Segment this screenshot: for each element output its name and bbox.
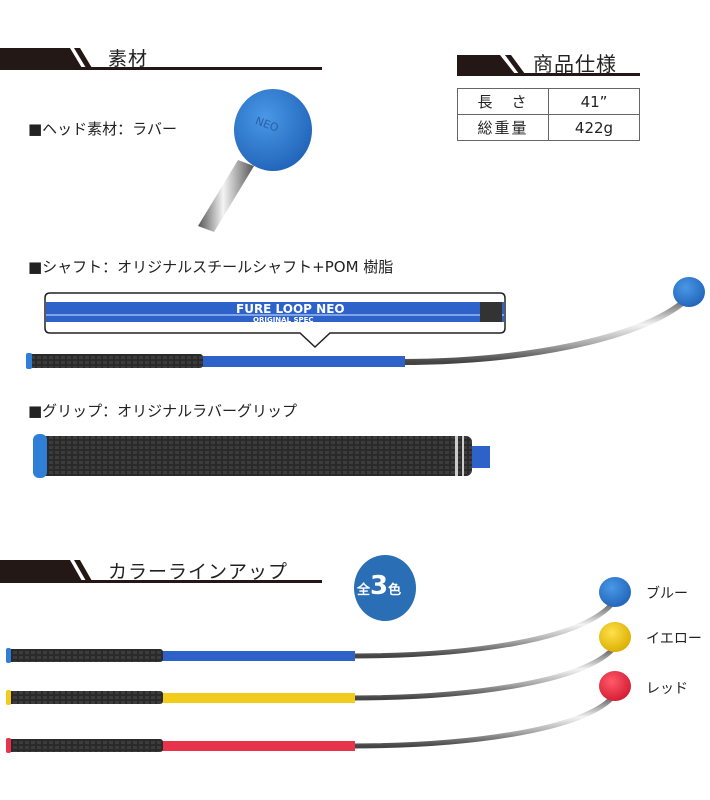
club-blue-image (6, 577, 631, 663)
club-red-image (6, 671, 631, 753)
lineup-title: カラーラインアップ (108, 561, 289, 583)
color-label-blue: ブルー (646, 586, 688, 602)
color-label-red: レッド (646, 681, 688, 697)
table-row: 総重量 422g (457, 114, 640, 141)
club-main-image (26, 277, 705, 369)
spec-value: 41” (548, 88, 640, 115)
shaft-brand-print: FURE LOOP NEO (236, 302, 345, 316)
spec-value: 422g (548, 114, 640, 141)
head-closeup-image (198, 89, 312, 232)
table-row: 長 さ 41” (457, 88, 640, 115)
color-label-yellow: イエロー (646, 631, 702, 647)
badge-number: 3 (370, 571, 389, 601)
grip-closeup-image (33, 434, 490, 478)
badge-suffix: 色 (388, 583, 402, 598)
badge-prefix: 全 (357, 583, 371, 598)
shaft-sub-print: ORIGINAL SPEC (253, 316, 314, 324)
spec-title: 商品仕様 (533, 52, 617, 76)
club-yellow-image (6, 622, 631, 705)
spec-table: 長 さ 41” 総重量 422g (457, 88, 640, 141)
spec-header-bar (457, 55, 640, 76)
shaft-callout (44, 292, 506, 349)
lineup-header-bar (0, 560, 322, 583)
color-count-badge-text: 全3色 (357, 571, 401, 601)
color-count-badge (354, 555, 416, 621)
spec-key: 長 さ (457, 88, 549, 115)
spec-key: 総重量 (457, 114, 549, 141)
head-material-label: ■ヘッド素材：ラバー (28, 120, 178, 138)
shaft-material-label: ■シャフト：オリジナルスチールシャフト+POM 樹脂 (28, 258, 394, 276)
material-title: 素材 (108, 48, 149, 70)
material-header-bar (0, 48, 322, 70)
grip-material-label: ■グリップ：オリジナルラバーグリップ (28, 402, 298, 420)
